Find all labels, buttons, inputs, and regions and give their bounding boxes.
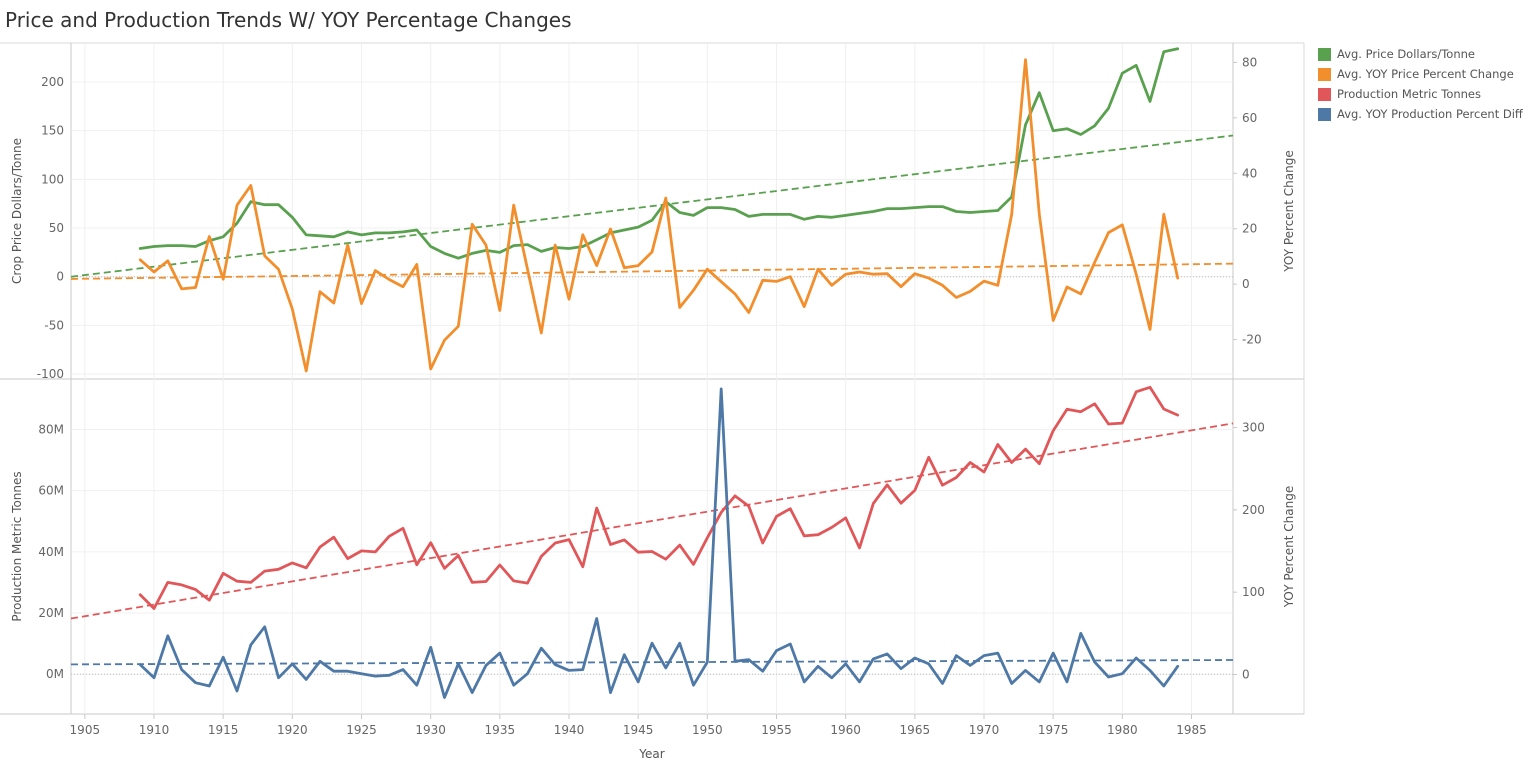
y-tick-label: 60M: [38, 484, 64, 498]
x-tick-label: 1930: [415, 723, 446, 737]
x-tick-label: 1935: [485, 723, 516, 737]
x-tick-label: 1925: [346, 723, 377, 737]
legend-swatch: [1318, 87, 1331, 101]
series-line: [138, 58, 1180, 373]
series-line: [138, 387, 1180, 699]
series-line: [138, 47, 1180, 260]
y-tick-label: 100: [41, 172, 64, 186]
y-tick-label: 50: [49, 221, 64, 235]
legend-swatch: [1318, 67, 1331, 81]
x-tick-label: 1985: [1176, 723, 1207, 737]
trend-line: [70, 134, 1234, 278]
y-right-tick-label: 300: [1242, 421, 1265, 435]
y-right-tick-label: 0: [1242, 277, 1250, 291]
y-tick-label: -100: [37, 367, 64, 381]
legend-label: Production Metric Tonnes: [1337, 87, 1481, 101]
y-tick-label: 40M: [38, 545, 64, 559]
legend[interactable]: Avg. Price Dollars/Tonne Avg. YOY Price P…: [1318, 44, 1523, 124]
y-tick-label: 20M: [38, 606, 64, 620]
y-right-axis-label: YOY Percent Change: [1282, 150, 1296, 273]
chart-title: Price and Production Trends W/ YOY Perce…: [5, 8, 572, 32]
x-tick-label: 1955: [761, 723, 792, 737]
y-tick-label: 200: [41, 75, 64, 89]
y-right-tick-label: 20: [1242, 222, 1257, 236]
x-tick-label: 1965: [900, 723, 931, 737]
y-tick-label: 0: [56, 270, 64, 284]
x-tick-label: 1910: [139, 723, 170, 737]
trend-line: [70, 262, 1234, 280]
legend-swatch: [1318, 47, 1331, 61]
x-tick-label: 1945: [623, 723, 654, 737]
legend-item[interactable]: Production Metric Tonnes: [1318, 84, 1523, 104]
y-axis-label: Crop Price Dollars/Tonne: [10, 138, 24, 284]
legend-label: Avg. Price Dollars/Tonne: [1337, 47, 1475, 61]
series-line: [138, 385, 1180, 610]
x-tick-label: 1970: [969, 723, 1000, 737]
x-tick-label: 1960: [830, 723, 861, 737]
trend-line: [70, 422, 1234, 620]
x-tick-label: 1920: [277, 723, 308, 737]
legend-item[interactable]: Avg. YOY Price Percent Change: [1318, 64, 1523, 84]
legend-label: Avg. YOY Price Percent Change: [1337, 67, 1514, 81]
y-right-tick-label: 200: [1242, 503, 1265, 517]
y-right-tick-label: 80: [1242, 55, 1257, 69]
legend-swatch: [1318, 107, 1331, 121]
y-right-axis-label: YOY Percent Change: [1282, 486, 1296, 609]
legend-item[interactable]: Avg. YOY Production Percent Diff: [1318, 104, 1523, 124]
y-tick-label: 150: [41, 124, 64, 138]
x-tick-label: 1950: [692, 723, 723, 737]
y-tick-label: 80M: [38, 422, 64, 436]
y-right-tick-label: 0: [1242, 667, 1250, 681]
x-tick-label: 1975: [1038, 723, 1069, 737]
y-right-tick-label: -20: [1242, 333, 1262, 347]
y-right-tick-label: 40: [1242, 166, 1257, 180]
y-axis-label: Production Metric Tonnes: [10, 471, 24, 621]
y-tick-label: -50: [44, 318, 64, 332]
trend-line: [70, 659, 1234, 666]
y-right-tick-label: 60: [1242, 111, 1257, 125]
x-tick-label: 1915: [208, 723, 239, 737]
x-tick-label: 1905: [70, 723, 101, 737]
legend-label: Avg. YOY Production Percent Diff: [1337, 107, 1523, 121]
legend-item[interactable]: Avg. Price Dollars/Tonne: [1318, 44, 1523, 64]
y-tick-label: 0M: [46, 667, 64, 681]
y-right-tick-label: 100: [1242, 585, 1265, 599]
x-tick-label: 1980: [1107, 723, 1138, 737]
x-tick-label: 1940: [554, 723, 585, 737]
x-axis-label: Year: [638, 747, 664, 761]
